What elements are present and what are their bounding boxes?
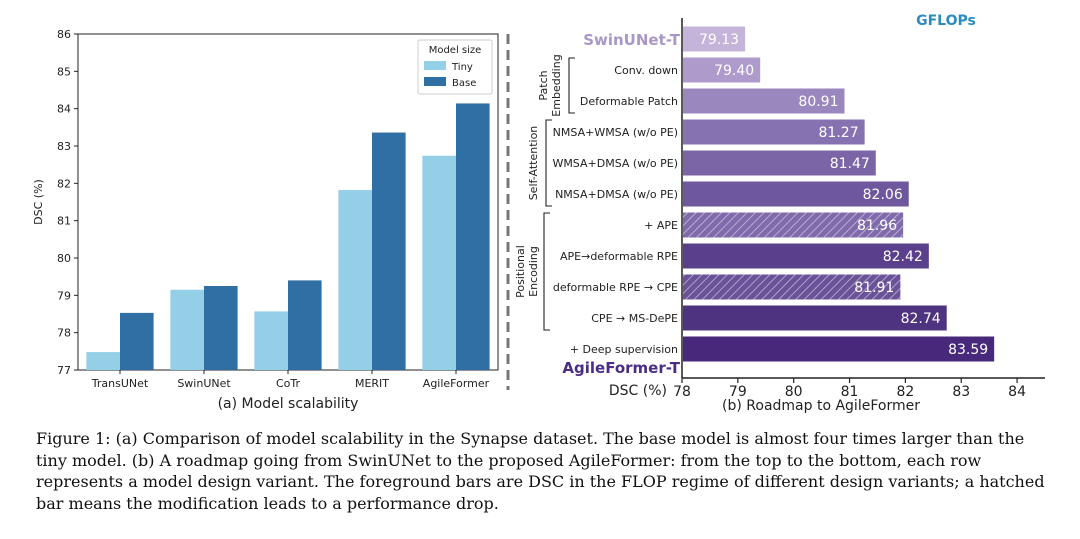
gflops-label: GFLOPs	[916, 13, 976, 29]
roadmap-row-label: Deformable Patch	[580, 95, 678, 108]
x-tick-label: TransUNet	[91, 377, 149, 390]
legend-title: Model size	[429, 45, 482, 56]
roadmap-bar-value: 83.59	[948, 342, 988, 358]
roadmap-row-label: Conv. down	[614, 64, 678, 77]
y-tick-label: 86	[57, 28, 71, 41]
x-tick-label: 80	[785, 384, 803, 400]
group-bracket	[545, 119, 552, 207]
figure-caption: Figure 1: (a) Comparison of model scalab…	[36, 429, 1045, 513]
roadmap-bar	[683, 181, 909, 207]
bar-tiny-merit	[338, 190, 372, 370]
roadmap-bar-hatch	[683, 274, 901, 300]
panel-a-chart: 77 78 79 80 81 82 83 84 85 86 TransUNet SwinUNet Co…	[32, 28, 499, 412]
panel-b-xlabel: DSC (%)	[609, 383, 667, 399]
roadmap-bar	[683, 150, 876, 176]
roadmap-row-label: WMSA+DMSA (w/o PE)	[552, 157, 678, 170]
roadmap-bar	[683, 88, 845, 114]
roadmap-bar-value: 79.40	[714, 63, 754, 79]
roadmap-bar-value: 82.74	[901, 311, 941, 327]
y-tick-label: 78	[57, 327, 71, 340]
roadmap-row-label: APE→deformable RPE	[560, 250, 678, 263]
bar-base-cotr	[288, 280, 322, 370]
bar-base-swinunet	[204, 286, 238, 370]
panel-a-legend: Model size Tiny Base	[417, 39, 493, 95]
roadmap-bar-value: 82.06	[863, 187, 903, 203]
bar-tiny-cotr	[254, 311, 288, 370]
end-model-label: AgileFormer-T	[562, 359, 680, 377]
roadmap-bar-value: 81.47	[830, 156, 870, 172]
y-tick-label: 84	[57, 103, 71, 116]
legend-swatch-tiny	[424, 61, 446, 70]
x-tick-label: 79	[729, 384, 747, 400]
roadmap-row-label: CPE → MS-DePE	[591, 312, 678, 325]
roadmap-bar	[683, 26, 746, 52]
panel-b-caption: (b) Roadmap to AgileFormer	[722, 398, 920, 414]
group-label: Self-Attention	[527, 126, 540, 201]
roadmap-bar-value: 79.13	[699, 32, 739, 48]
figure: 77 78 79 80 81 82 83 84 85 86 TransUNet SwinUNet Co…	[32, 13, 1045, 414]
x-tick-label: AgileFormer	[423, 377, 490, 390]
bar-base-transunet	[120, 312, 154, 370]
roadmap-row-label: NMSA+WMSA (w/o PE)	[553, 126, 678, 139]
roadmap-row-label: NMSA+DMSA (w/o PE)	[555, 188, 678, 201]
bar-base-merit	[372, 132, 406, 370]
roadmap-bar-value: 81.91	[854, 280, 894, 296]
group-bracket	[568, 57, 575, 114]
y-tick-label: 77	[57, 364, 71, 377]
roadmap-bar-value: 81.27	[819, 125, 859, 141]
roadmap-row-label: + Deep supervision	[570, 343, 678, 356]
y-tick-label: 82	[57, 177, 71, 190]
group-label: PatchEmbedding	[537, 54, 563, 116]
roadmap-bar-value: 80.91	[798, 94, 838, 110]
start-model-label: SwinUNet-T	[583, 31, 681, 49]
y-tick-label: 85	[57, 65, 71, 78]
bar-tiny-swinunet	[170, 289, 204, 370]
roadmap-bar	[683, 243, 929, 269]
roadmap-bar	[683, 119, 865, 145]
group-label: PositionalEncoding	[514, 245, 540, 298]
panel-a-caption: (a) Model scalability	[218, 396, 359, 412]
legend-label-tiny: Tiny	[451, 62, 473, 73]
x-tick-label: 83	[952, 384, 970, 400]
y-tick-label: 81	[57, 215, 71, 228]
x-tick-label: 78	[673, 384, 691, 400]
x-tick-label: CoTr	[276, 377, 301, 390]
roadmap-bar-value: 82.42	[883, 249, 923, 265]
bar-tiny-agileformer	[422, 155, 456, 370]
x-tick-label: SwinUNet	[177, 377, 231, 390]
y-tick-label: 80	[57, 252, 71, 265]
x-tick-label: 84	[1008, 384, 1026, 400]
x-tick-label: MERIT	[355, 377, 389, 390]
bar-tiny-transunet	[86, 352, 120, 370]
roadmap-bar-value: 81.96	[857, 218, 897, 234]
y-tick-label: 83	[57, 140, 71, 153]
roadmap-bar-hatch	[683, 212, 904, 238]
roadmap-bar	[683, 57, 761, 83]
roadmap-bar	[683, 305, 947, 331]
panel-b-chart: 79.13 79.40 80.91 81.27 81.47 82.06 81.96 82.42…	[514, 13, 1045, 414]
bar-base-agileformer	[456, 103, 490, 370]
legend-swatch-base	[424, 77, 446, 86]
x-tick-label: 81	[841, 384, 859, 400]
roadmap-bar	[683, 336, 995, 362]
panel-a-ylabel: DSC (%)	[32, 179, 45, 225]
roadmap-row-label: + APE	[644, 219, 678, 232]
roadmap-row-label: deformable RPE → CPE	[553, 281, 678, 294]
y-tick-label: 79	[57, 289, 71, 302]
group-bracket	[543, 212, 550, 331]
legend-label-base: Base	[452, 78, 476, 89]
x-tick-label: 82	[896, 384, 914, 400]
